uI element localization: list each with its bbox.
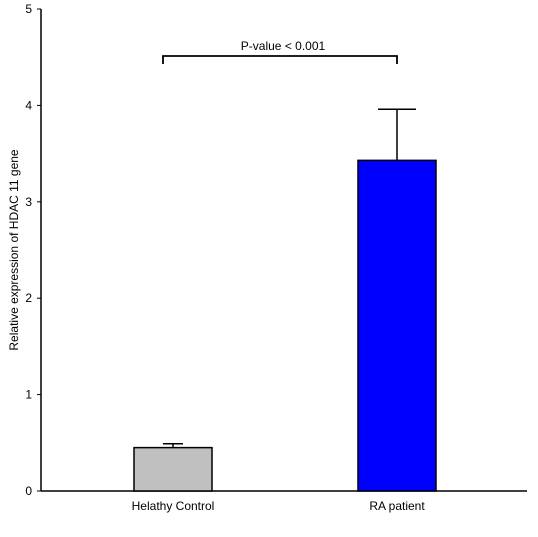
x-category-label: RA patient [369,499,425,513]
axes [37,8,527,492]
x-category-label: Helathy Control [132,499,215,513]
y-tick-label: 4 [25,98,32,112]
y-axis-title: Relative expression of HDAC 11 gene [7,149,21,351]
bar-ra-patient [357,159,437,492]
y-tick-label: 1 [25,388,32,402]
p-value-annotation: P-value < 0.001 [241,39,326,53]
y-tick-label: 3 [25,195,32,209]
bars [133,108,437,492]
y-tick-label: 2 [25,291,32,305]
labels: 0 1 2 3 4 5 Helathy Control RA patient [25,2,425,513]
bar-helathy-control [133,446,213,492]
y-tick-label: 0 [25,484,32,498]
y-tick-label: 5 [25,2,32,16]
significance-bracket [162,55,398,64]
